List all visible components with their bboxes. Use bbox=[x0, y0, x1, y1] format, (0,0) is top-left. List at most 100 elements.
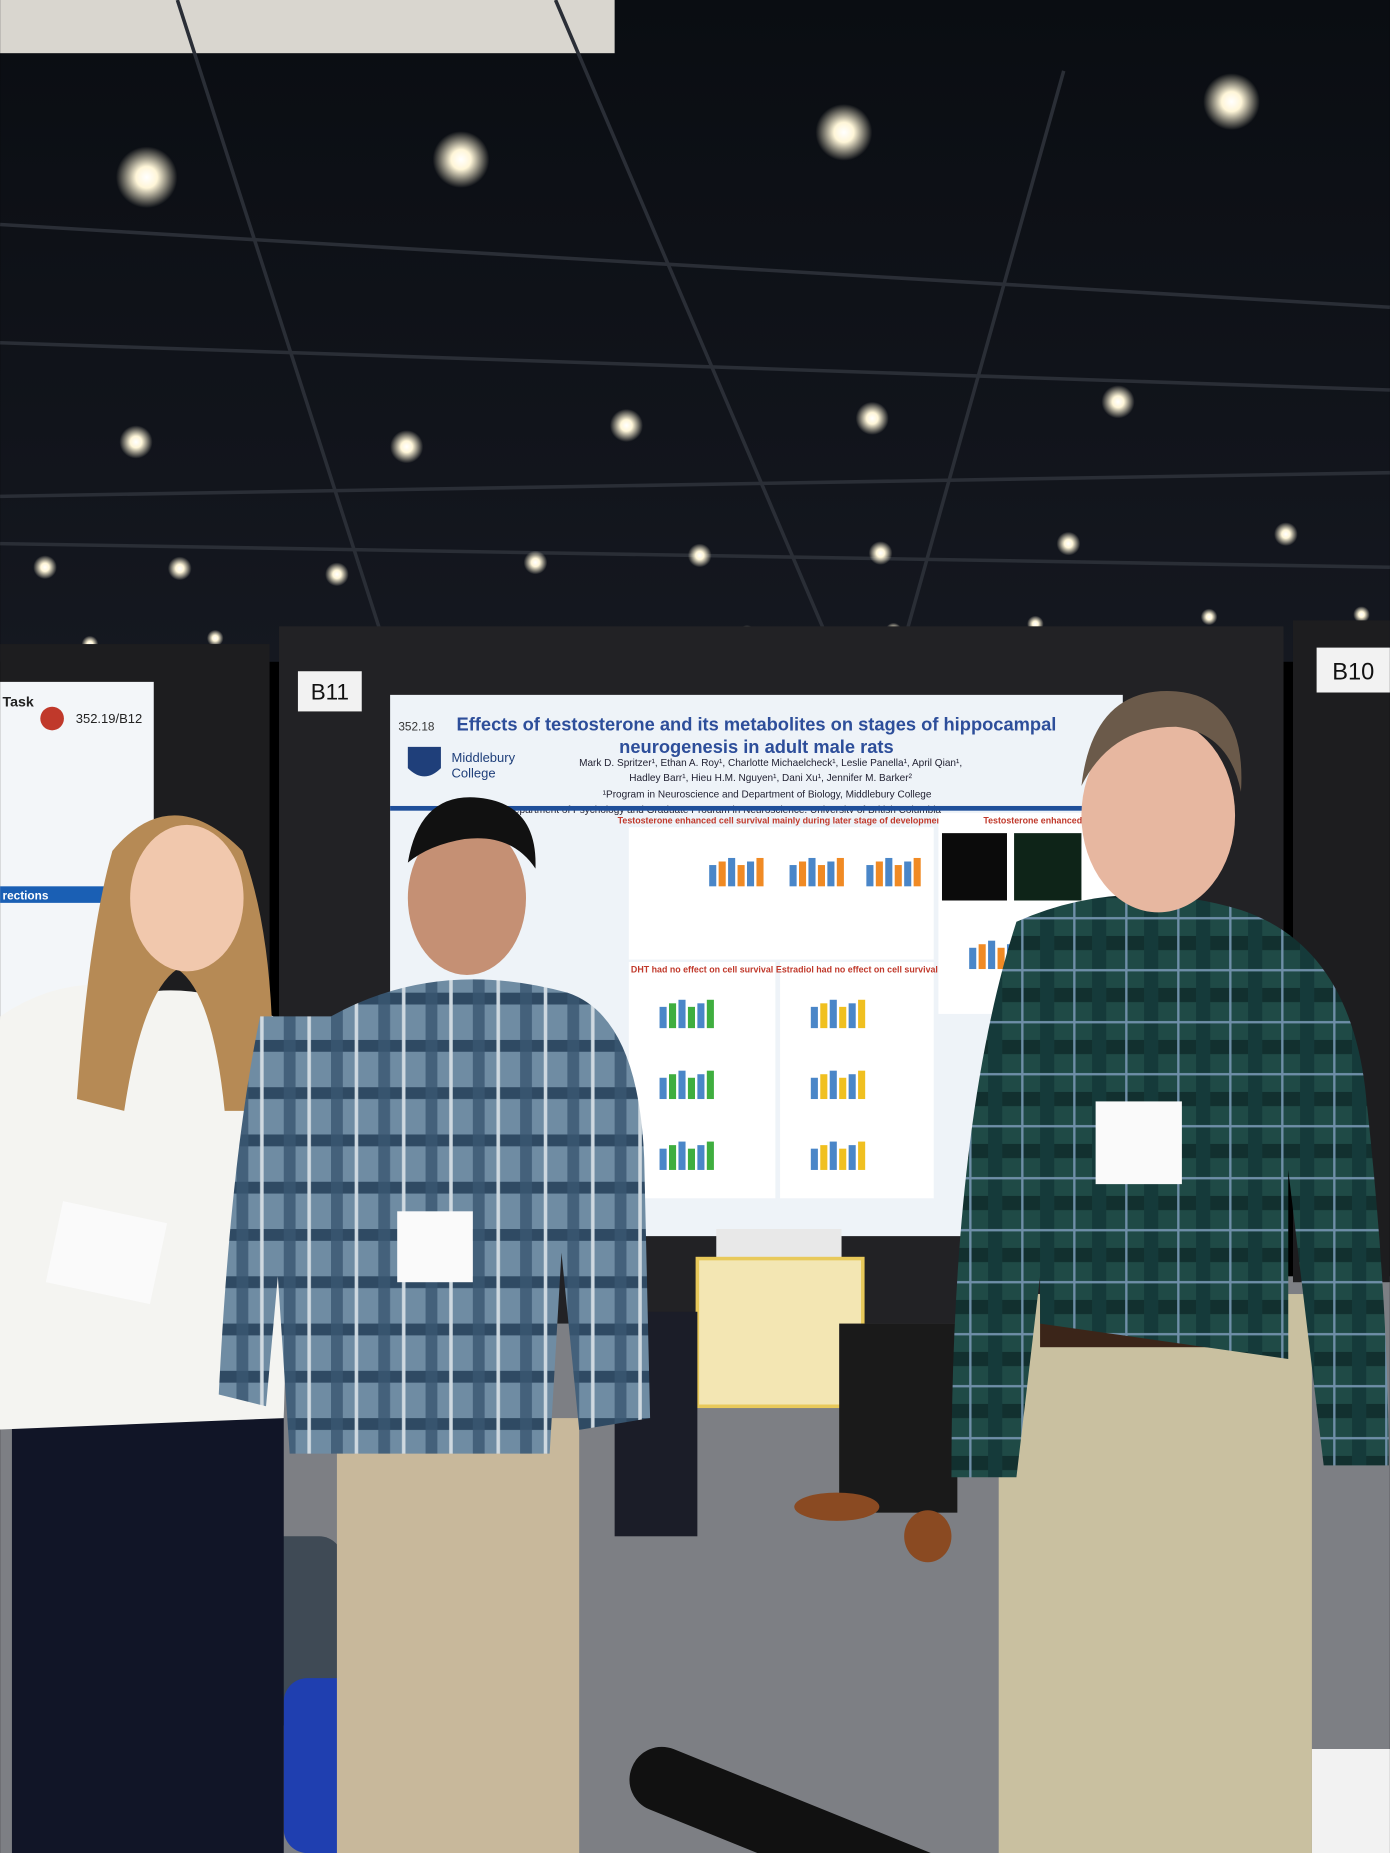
bag-tote bbox=[1311, 1749, 1390, 1853]
poster-figure bbox=[697, 1145, 705, 1170]
board-label-bg bbox=[1316, 647, 1390, 693]
poster-figure bbox=[810, 1006, 818, 1029]
poster-figure bbox=[808, 857, 816, 887]
hair bbox=[407, 797, 536, 869]
small: ¹Program in Neuroscience and Department … bbox=[603, 790, 932, 801]
poster-figure bbox=[848, 1145, 856, 1170]
logo bbox=[407, 746, 441, 777]
shirt bbox=[951, 894, 1389, 1478]
poster-figure bbox=[669, 1003, 677, 1029]
badge bbox=[397, 1211, 473, 1283]
poster-figure bbox=[669, 1145, 677, 1170]
ceiling-light bbox=[325, 562, 349, 587]
poster-figure bbox=[829, 999, 837, 1029]
trousers bbox=[336, 1418, 580, 1853]
poster-figure bbox=[836, 857, 844, 887]
head: DHT had no effect on cell survival bbox=[631, 965, 773, 975]
poster-figure bbox=[848, 1003, 856, 1029]
ceiling-light bbox=[1200, 608, 1218, 626]
left-number: 352.19/B12 bbox=[76, 711, 142, 726]
badge bbox=[45, 1201, 168, 1305]
ceiling-light bbox=[119, 425, 153, 459]
poster-figure bbox=[697, 1003, 705, 1029]
left-heading: rections bbox=[2, 888, 48, 902]
poster-figure bbox=[659, 1148, 667, 1170]
board-label: B11 bbox=[311, 680, 349, 705]
poster-figure bbox=[894, 865, 902, 887]
logo-text: College bbox=[452, 766, 496, 781]
face bbox=[407, 821, 527, 975]
lights bbox=[33, 73, 1370, 653]
panel bbox=[628, 813, 934, 960]
poster-figure bbox=[687, 1006, 695, 1029]
poster-figure bbox=[706, 999, 714, 1029]
poster-figure bbox=[885, 857, 893, 887]
trousers bbox=[11, 1394, 284, 1853]
poster-number: 352.18 bbox=[398, 719, 435, 733]
poster-figure bbox=[706, 1141, 714, 1170]
small: Hadley Barr¹, Hieu H.M. Nguyen¹, Dani Xu… bbox=[629, 773, 912, 784]
poster-figure bbox=[858, 999, 866, 1029]
poster-figure bbox=[756, 857, 764, 887]
poster-figure bbox=[839, 1006, 847, 1029]
micrograph bbox=[1014, 833, 1082, 901]
beam bbox=[553, 0, 829, 639]
beam bbox=[0, 470, 1390, 499]
face bbox=[130, 824, 244, 972]
folder bbox=[695, 1256, 865, 1409]
poster-figure bbox=[659, 1006, 667, 1029]
poster-figure bbox=[706, 1070, 714, 1100]
poster-figure bbox=[709, 865, 717, 887]
poster-figure bbox=[810, 1077, 818, 1100]
ceiling-light bbox=[432, 131, 490, 188]
ceiling-light bbox=[33, 555, 57, 580]
ceiling-light bbox=[855, 401, 889, 435]
panel-head bbox=[628, 813, 934, 828]
poster-figure bbox=[687, 1148, 695, 1170]
face bbox=[1081, 718, 1236, 913]
poster-figure bbox=[969, 947, 977, 970]
poster-figure bbox=[817, 865, 825, 887]
badge bbox=[1095, 1101, 1182, 1185]
poster-figure bbox=[913, 857, 921, 887]
ceiling-light bbox=[687, 543, 712, 568]
ceiling-light bbox=[815, 103, 873, 161]
ceiling-light bbox=[609, 408, 644, 442]
beam bbox=[175, 0, 392, 663]
poster-figure bbox=[866, 865, 874, 887]
poster-figure bbox=[839, 1148, 847, 1170]
poster-figure bbox=[829, 1141, 837, 1170]
poster-figure bbox=[737, 865, 745, 887]
poster-figure bbox=[848, 1074, 856, 1100]
ceiling-light bbox=[1353, 606, 1370, 623]
poster-figure bbox=[904, 861, 912, 887]
beam bbox=[0, 340, 1390, 392]
poster-figure bbox=[988, 940, 996, 970]
poster-figure bbox=[718, 861, 726, 887]
poster-figure bbox=[827, 861, 835, 887]
poster-band bbox=[390, 805, 1123, 811]
ceiling-light bbox=[167, 556, 192, 581]
ceiling-light bbox=[1274, 522, 1298, 546]
ceiling-light bbox=[1056, 531, 1081, 556]
poster-figure bbox=[678, 999, 686, 1029]
poster-figure bbox=[789, 865, 797, 887]
micrograph bbox=[941, 833, 1007, 901]
ceiling-light bbox=[1203, 73, 1260, 130]
poster-figure bbox=[659, 1077, 667, 1100]
ceiling-light bbox=[390, 430, 424, 464]
icon bbox=[40, 706, 64, 731]
poster-figure bbox=[820, 1003, 828, 1029]
shoe bbox=[904, 1510, 952, 1563]
board-label: B10 bbox=[1332, 660, 1374, 686]
head: Estradiol had no effect on cell survival bbox=[776, 965, 938, 975]
poster-figure bbox=[798, 861, 807, 887]
board-label-bg bbox=[297, 671, 362, 712]
ceiling-light bbox=[115, 146, 178, 208]
poster-figure bbox=[669, 1074, 677, 1100]
poster-figure bbox=[810, 1148, 818, 1170]
beams bbox=[0, 0, 1390, 663]
poster-figure bbox=[978, 944, 986, 970]
ceiling-strip bbox=[0, 0, 615, 54]
